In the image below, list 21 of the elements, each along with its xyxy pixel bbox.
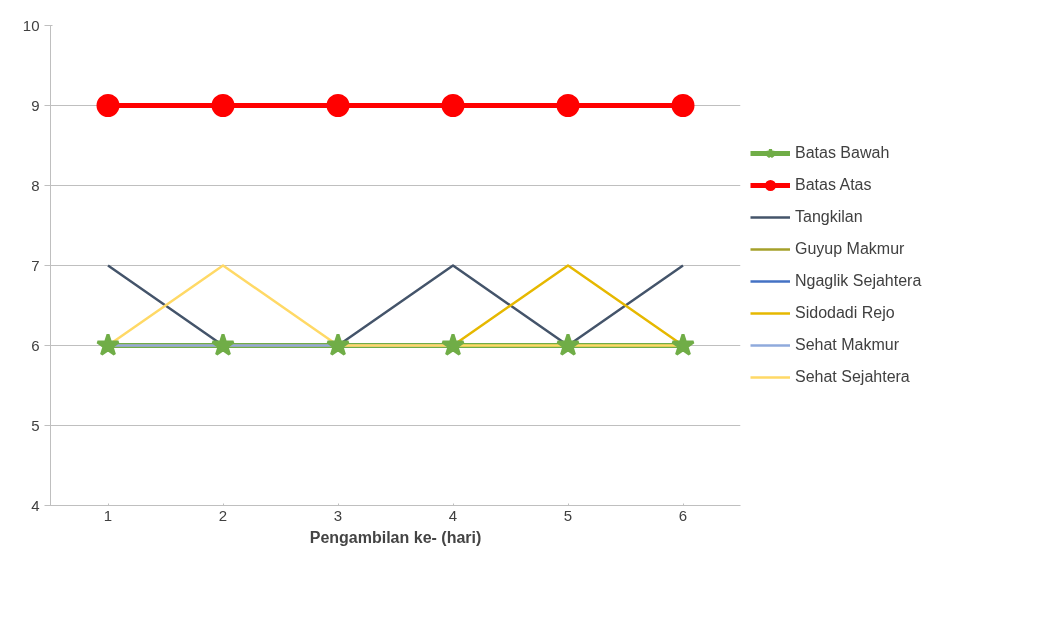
y-tick-label: 7 bbox=[31, 256, 40, 274]
x-tick-label: 6 bbox=[678, 506, 688, 524]
legend-label: Guyup Makmur bbox=[795, 240, 905, 258]
legend-label: Batas Atas bbox=[795, 176, 872, 194]
legend-label: Batas Bawah bbox=[795, 144, 890, 162]
legend-label: Ngaglik Sejahtera bbox=[795, 272, 922, 290]
y-tick-label: 8 bbox=[31, 176, 40, 194]
x-tick-label: 2 bbox=[218, 506, 228, 524]
x-axis-title: Pengambilan ke- (hari) bbox=[309, 528, 482, 546]
x-tick-label: 1 bbox=[103, 506, 113, 524]
legend-label: Sehat Sejahtera bbox=[795, 368, 910, 386]
x-tick-label: 3 bbox=[333, 506, 343, 524]
y-tick-label: 9 bbox=[31, 96, 40, 114]
legend-label: Sehat Makmur bbox=[795, 336, 900, 354]
legend-label: Sidodadi Rejo bbox=[795, 304, 895, 322]
legend-label: Tangkilan bbox=[795, 208, 863, 226]
y-tick-label: 10 bbox=[22, 16, 40, 34]
y-tick-label: 6 bbox=[31, 336, 40, 354]
y-tick-label: 5 bbox=[31, 416, 40, 434]
x-tick-label: 4 bbox=[448, 506, 458, 524]
x-tick-label: 5 bbox=[563, 506, 573, 524]
